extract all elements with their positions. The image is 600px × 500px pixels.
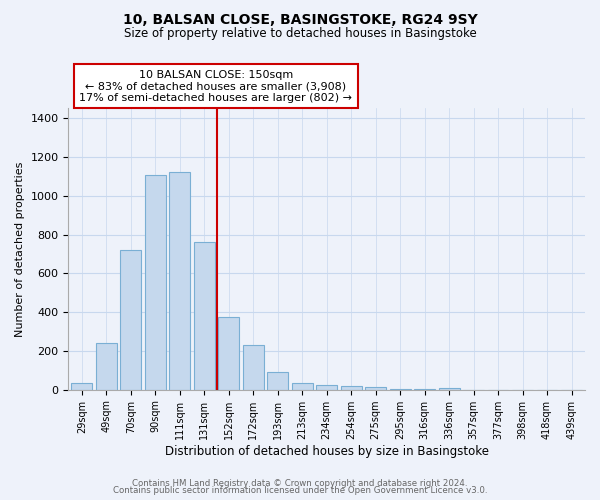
Bar (218, 317, 239, 390)
Text: Contains public sector information licensed under the Open Government Licence v3: Contains public sector information licen… (113, 486, 487, 495)
X-axis label: Distribution of detached houses by size in Basingstoke: Distribution of detached houses by size … (165, 444, 489, 458)
Text: Contains HM Land Registry data © Crown copyright and database right 2024.: Contains HM Land Registry data © Crown c… (132, 478, 468, 488)
Text: Size of property relative to detached houses in Basingstoke: Size of property relative to detached ho… (124, 28, 476, 40)
Bar (316, 385, 337, 390)
Bar (71, 383, 92, 390)
Bar (439, 388, 460, 390)
Text: 10 BALSAN CLOSE: 150sqm
← 83% of detached houses are smaller (3,908)
17% of semi: 10 BALSAN CLOSE: 150sqm ← 83% of detache… (79, 70, 352, 103)
Bar (390, 389, 410, 390)
Bar (169, 172, 190, 390)
Bar (145, 176, 166, 390)
Bar (268, 372, 288, 390)
Bar (341, 386, 362, 390)
Bar (243, 345, 263, 390)
Text: 10, BALSAN CLOSE, BASINGSTOKE, RG24 9SY: 10, BALSAN CLOSE, BASINGSTOKE, RG24 9SY (122, 12, 478, 26)
Bar (292, 383, 313, 390)
Bar (194, 242, 215, 390)
Bar (121, 250, 141, 390)
Bar (365, 387, 386, 390)
Y-axis label: Number of detached properties: Number of detached properties (15, 162, 25, 336)
Bar (96, 343, 117, 390)
